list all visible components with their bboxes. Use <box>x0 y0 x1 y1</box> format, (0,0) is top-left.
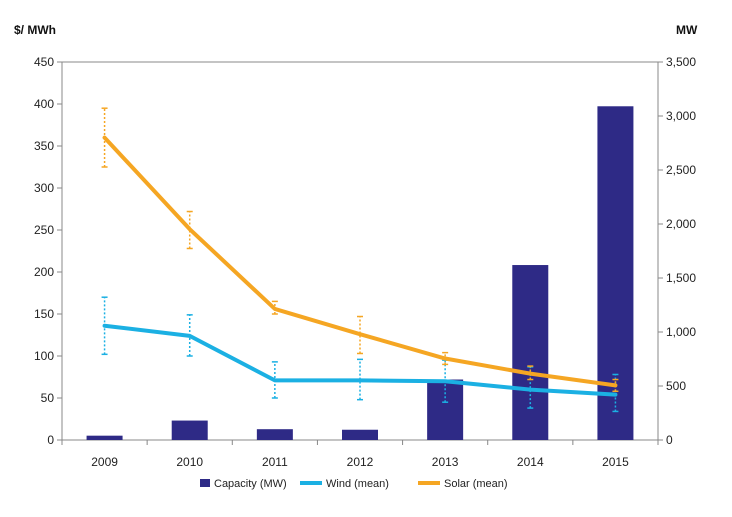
right-tick-label: 3,000 <box>666 109 696 123</box>
left-tick-label: 50 <box>41 391 55 405</box>
x-tick-label: 2011 <box>262 455 288 469</box>
left-tick-label: 300 <box>34 181 54 195</box>
left-tick-label: 450 <box>34 55 54 69</box>
left-tick-label: 250 <box>34 223 54 237</box>
capacity-bar <box>86 435 123 440</box>
right-tick-label: 3,500 <box>666 55 696 69</box>
capacity-bar <box>171 420 208 440</box>
left-tick-label: 200 <box>34 265 54 279</box>
right-axis-label: MW <box>676 23 698 37</box>
x-tick-label: 2012 <box>347 455 374 469</box>
left-axis-ticks: 0 50 100 150 200 250 300 350 400 450 <box>34 55 62 447</box>
left-tick-label: 150 <box>34 307 54 321</box>
capacity-bar <box>342 429 378 440</box>
x-tick-label: 2010 <box>176 455 203 469</box>
mean-lines <box>102 135 618 397</box>
x-axis-ticks: 2009 2010 2011 2012 2013 2014 2015 <box>61 440 659 469</box>
right-tick-label: 1,000 <box>666 325 696 339</box>
right-axis-ticks: 0 500 1,000 1,500 2,000 2,500 3,000 3,500 <box>658 55 696 447</box>
legend-label: Wind (mean) <box>326 478 389 490</box>
left-tick-label: 100 <box>34 349 54 363</box>
legend-label: Solar (mean) <box>444 478 508 490</box>
left-tick-label: 0 <box>47 433 54 447</box>
right-tick-label: 500 <box>666 379 686 393</box>
left-tick-label: 400 <box>34 97 54 111</box>
right-tick-label: 2,500 <box>666 163 696 177</box>
capacity-bar <box>256 429 293 440</box>
x-tick-label: 2013 <box>432 455 459 469</box>
solar-mean-line <box>102 135 618 388</box>
x-tick-label: 2015 <box>602 455 629 469</box>
legend: Capacity (MW) Wind (mean) Solar (mean) <box>200 478 508 490</box>
capacity-bar <box>512 265 549 440</box>
legend-label: Capacity (MW) <box>214 478 287 490</box>
x-tick-label: 2009 <box>91 455 118 469</box>
wind-mean-line <box>102 323 618 397</box>
right-tick-label: 1,500 <box>666 271 696 285</box>
left-axis-label: $/ MWh <box>14 23 56 37</box>
legend-swatch-capacity <box>200 479 210 487</box>
x-tick-label: 2014 <box>517 455 544 469</box>
left-tick-label: 350 <box>34 139 54 153</box>
right-tick-label: 0 <box>666 433 673 447</box>
right-tick-label: 2,000 <box>666 217 696 231</box>
